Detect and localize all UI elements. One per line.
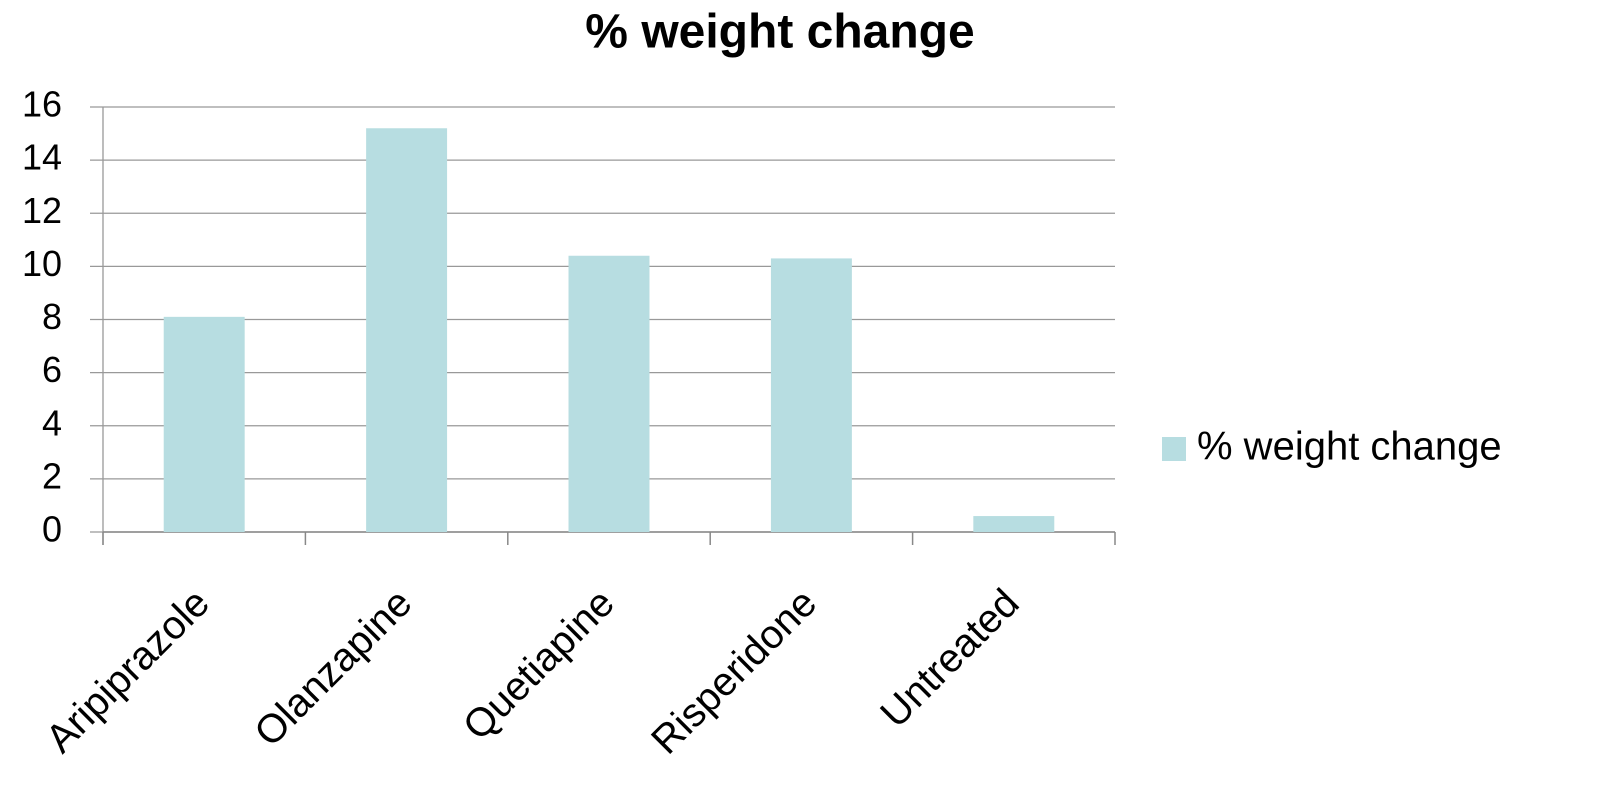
- y-tick-label: 14: [22, 137, 62, 178]
- bar: [163, 316, 245, 532]
- legend-label: % weight change: [1197, 425, 1502, 469]
- y-tick-label: 12: [22, 190, 62, 231]
- x-tick-label: Risperidone: [643, 581, 825, 763]
- y-tick-label: 16: [22, 84, 62, 125]
- y-tick-label: 8: [42, 296, 62, 337]
- bar: [973, 516, 1055, 532]
- y-tick-label: 10: [22, 243, 62, 284]
- legend-swatch: [1162, 437, 1186, 461]
- x-tick-label: Quetiapine: [455, 581, 623, 749]
- bar: [366, 128, 448, 532]
- bar: [568, 255, 650, 532]
- y-tick-label: 0: [42, 509, 62, 550]
- x-tick-label: Aripiprazole: [38, 581, 218, 761]
- y-tick-label: 6: [42, 349, 62, 390]
- bar: [770, 258, 852, 532]
- x-tick-label: Untreated: [872, 581, 1027, 736]
- x-tick-label: Olanzapine: [246, 581, 420, 755]
- y-tick-label: 2: [42, 455, 62, 496]
- chart-title: % weight change: [585, 6, 974, 59]
- y-tick-label: 4: [42, 402, 62, 443]
